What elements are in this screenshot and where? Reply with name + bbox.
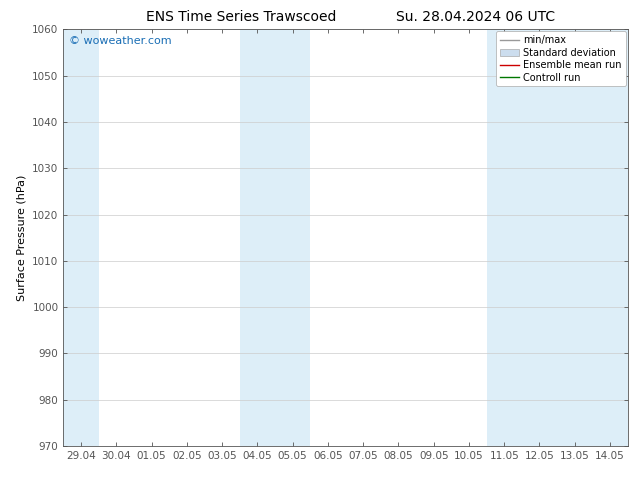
Bar: [63, 29, 99, 446]
Text: Su. 28.04.2024 06 UTC: Su. 28.04.2024 06 UTC: [396, 10, 555, 24]
Bar: [487, 29, 628, 446]
Y-axis label: Surface Pressure (hPa): Surface Pressure (hPa): [16, 174, 27, 301]
Text: ENS Time Series Trawscoed: ENS Time Series Trawscoed: [146, 10, 336, 24]
Legend: min/max, Standard deviation, Ensemble mean run, Controll run: min/max, Standard deviation, Ensemble me…: [496, 31, 626, 86]
Bar: [240, 29, 310, 446]
Text: © woweather.com: © woweather.com: [69, 36, 172, 46]
